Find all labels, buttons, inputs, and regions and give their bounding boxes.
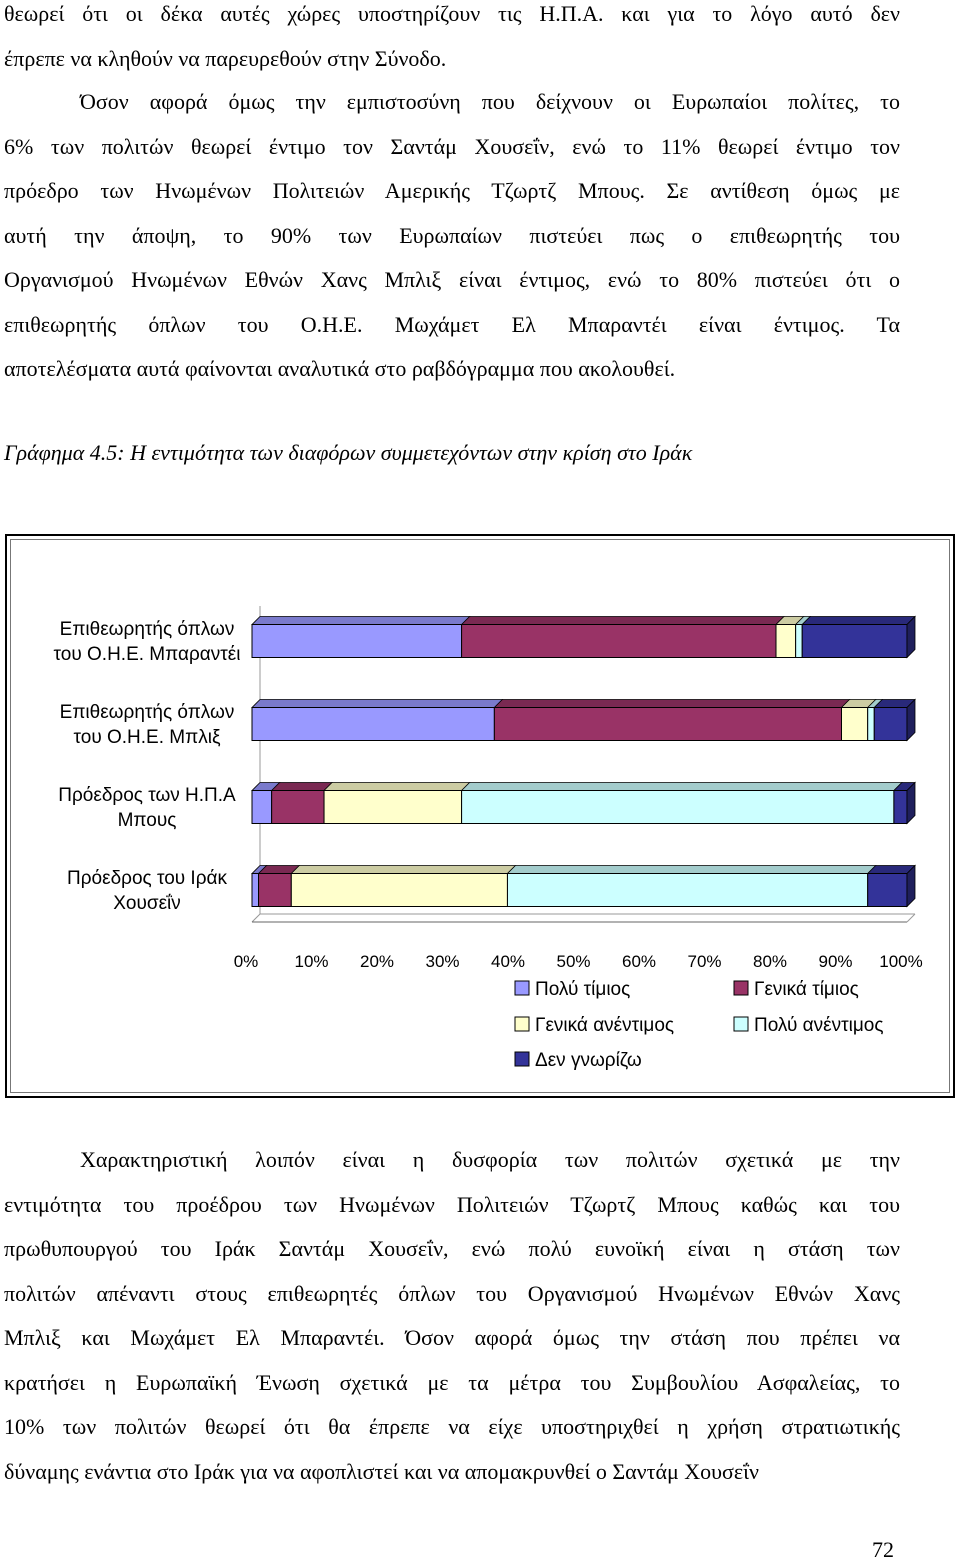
bar-segment	[251, 707, 495, 741]
category-label: Επιθεωρητής όπλων του Ο.Η.Ε. Μπαραντέι	[54, 619, 241, 665]
bar-segment	[323, 790, 463, 824]
bar-segment	[493, 707, 842, 741]
x-tick-label: 40%	[491, 952, 525, 971]
text-line: Χαρακτηριστική λοιπόν είναι η δυσφορία τ…	[80, 1147, 900, 1172]
text-line: 6% των πολιτών θεωρεί έντιμο τον Σαντάμ …	[4, 133, 900, 159]
bar-side-face	[906, 698, 916, 742]
bar-segment	[251, 624, 463, 658]
legend-label: Πολύ ανέντιμος	[754, 1015, 884, 1036]
bar-segment	[893, 790, 908, 824]
text-line: 10% των πολιτών θεωρεί ότι θα έπρεπε να …	[4, 1414, 900, 1439]
category-label-line: Επιθεωρητής όπλων	[60, 702, 235, 723]
legend-swatch	[514, 1016, 530, 1032]
bar-segment	[251, 790, 273, 824]
x-tick-label: 30%	[425, 952, 459, 971]
bar-top-face	[323, 782, 471, 791]
x-tick-label: 90%	[818, 952, 852, 971]
bar-segment	[461, 624, 777, 658]
bar-top-face	[251, 616, 471, 625]
intro-paragraph: θεωρεί ότι οι δέκα αυτές χώρες υποστηρίζ…	[4, 0, 900, 81]
bar-segment	[258, 873, 292, 907]
x-tick-label: 70%	[687, 952, 721, 971]
bar-segment	[841, 707, 869, 741]
legend-swatch	[733, 1016, 749, 1032]
bar-segment	[506, 873, 869, 907]
bar-top-face	[290, 865, 517, 874]
category-label-line: Μπους	[118, 810, 177, 831]
chart-frame: Επιθεωρητής όπλων του Ο.Η.Ε. Μπαραντέι Επι…	[5, 534, 955, 1098]
text-line: πρωθυπουργού του Ιράκ Σαντάμ Χουσεΐν, εν…	[4, 1236, 900, 1261]
text-line: αυτή την άποψη, το 90% των Ευρωπαίων πισ…	[4, 222, 900, 248]
category-label-line: Πρόεδρος των Η.Π.Α	[58, 785, 236, 806]
bar-top-face	[460, 616, 785, 625]
conclusion-paragraph: Χαρακτηριστική λοιπόν είναι η δυσφορία τ…	[4, 1138, 900, 1494]
x-tick-label: 50%	[556, 952, 590, 971]
text-line: κρατήσει η Ευρωπαϊκή Ένωση σχετικά με τα…	[4, 1369, 900, 1395]
text-line: Οργανισμού Ηνωμένων Εθνών Χανς Μπλιξ είν…	[4, 267, 900, 292]
text-line: δύναμης ενάντια στο Ιράκ για να αφοπλιστ…	[4, 1458, 760, 1484]
bar-segment	[775, 624, 797, 658]
bar-side-face	[906, 615, 916, 659]
text-line: εντιμότητα του προέδρου των Ηνωμένων Πολ…	[4, 1191, 900, 1217]
category-label-line: Χουσεΐν	[113, 893, 181, 914]
legend-label: Γενικά ανέντιμος	[535, 1015, 674, 1036]
stacked-bar-chart: Επιθεωρητής όπλων του Ο.Η.Ε. ΜπαραντέιΕπι…	[54, 606, 923, 1071]
x-tick-label: 10%	[294, 952, 328, 971]
category-label-line: Πρόεδρος του Ιράκ	[67, 868, 227, 889]
x-tick-label: 0%	[234, 952, 259, 971]
text-line: πρόεδρο των Ηνωμένων Πολιτειών Αμερικής …	[4, 178, 900, 203]
bar-top-face	[460, 782, 903, 791]
bar-segment	[867, 707, 875, 741]
category-label: Πρόεδρος του Ιράκ Χουσεΐν	[67, 868, 227, 914]
legend-label: Δεν γνωρίζω	[535, 1050, 642, 1071]
bar-segment	[251, 873, 260, 907]
page-number: 72	[872, 1537, 894, 1562]
bar-segment	[461, 790, 895, 824]
bar-segment	[801, 624, 908, 658]
text-line: πολιτών απέναντι στους επιθεωρητές όπλων…	[4, 1280, 900, 1306]
figure-caption: Γράφημα 4.5: Η εντιμότητα των διαφόρων σ…	[4, 440, 693, 465]
bar-side-face	[906, 864, 916, 908]
legend-label: Γενικά τίμιος	[754, 979, 859, 1000]
x-tick-label: 20%	[360, 952, 394, 971]
category-label-line: Επιθεωρητής όπλων	[60, 619, 235, 640]
bar-top-face	[801, 616, 916, 625]
bar-segment	[290, 873, 508, 907]
trust-paragraph: Όσον αφορά όμως την εμπιστοσύνη που δείχ…	[4, 80, 900, 392]
x-tick-label: 80%	[753, 952, 787, 971]
x-tick-label: 60%	[622, 952, 656, 971]
category-label-line: του Ο.Η.Ε. Μπαραντέι	[54, 644, 241, 665]
bar-side-face	[906, 781, 916, 825]
bar-segment	[867, 873, 908, 907]
text-line: θεωρεί ότι οι δέκα αυτές χώρες υποστηρίζ…	[4, 1, 900, 26]
bar-segment	[795, 624, 803, 658]
text-line: Όσον αφορά όμως την εμπιστοσύνη που δείχ…	[80, 89, 900, 114]
bar-top-face	[506, 865, 877, 874]
legend-swatch	[514, 1051, 530, 1067]
bar-segment	[271, 790, 325, 824]
category-label: Επιθεωρητής όπλων του Ο.Η.Ε. Μπλιξ	[60, 702, 235, 748]
category-label: Πρόεδρος των Η.Π.Α Μπους	[58, 785, 236, 831]
text-line: επιθεωρητής όπλων του Ο.Η.Ε. Μωχάμετ Ελ …	[4, 311, 900, 337]
bar-top-face	[493, 699, 851, 708]
x-tick-label: 100%	[879, 952, 922, 971]
text-line: έπρεπε να κληθούν να παρευρεθούν στην Σύ…	[4, 45, 447, 71]
legend-swatch	[514, 980, 530, 996]
chart-floor-right-edge	[906, 913, 916, 923]
text-line: αποτελέσματα αυτά φαίνονται αναλυτικά στ…	[4, 356, 676, 381]
legend-swatch	[733, 980, 749, 996]
category-label-line: του Ο.Η.Ε. Μπλιξ	[74, 727, 221, 748]
legend-label: Πολύ τίμιος	[535, 979, 630, 1000]
bar-segment	[873, 707, 908, 741]
bar-top-face	[270, 782, 334, 791]
bar-top-face	[251, 699, 504, 708]
text-line: Μπλιξ και Μωχάμετ Ελ Μπαραντέι. Όσον αφο…	[4, 1325, 900, 1350]
